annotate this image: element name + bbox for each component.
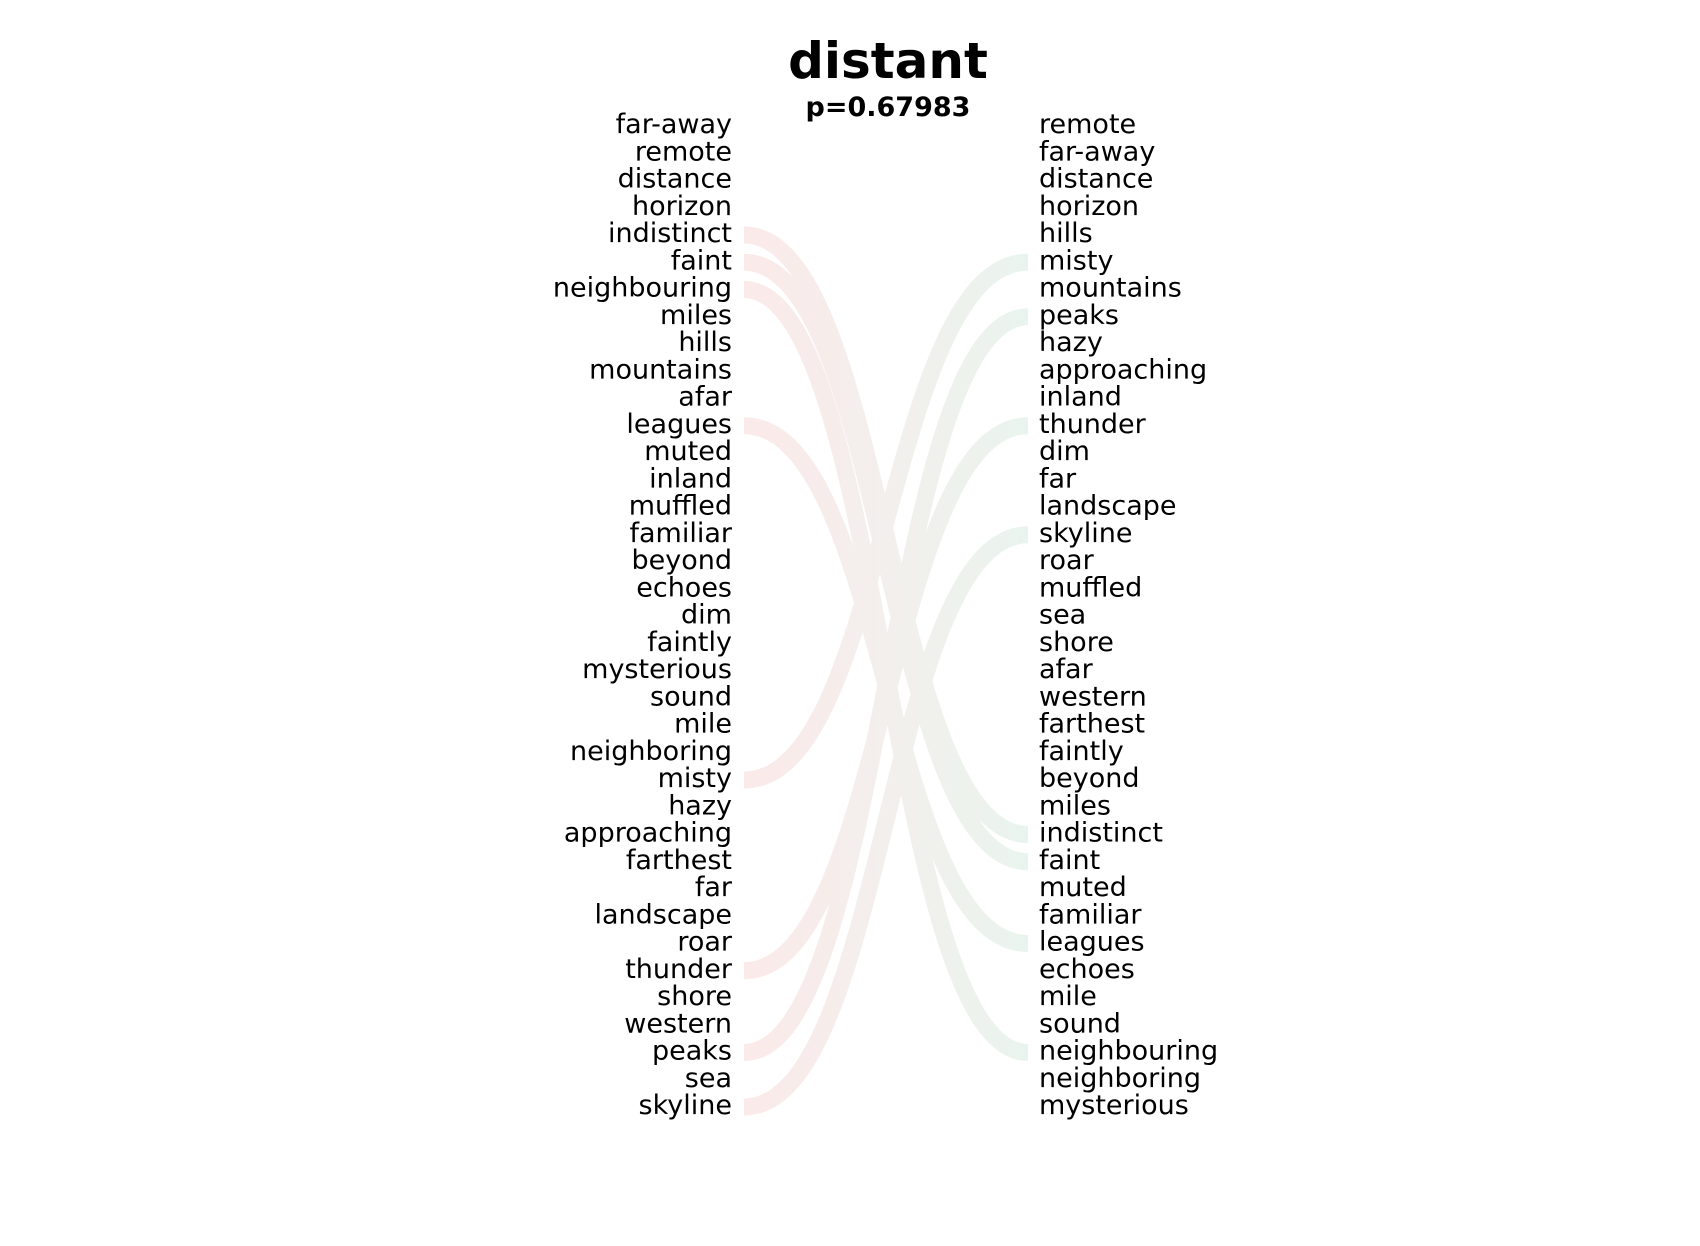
left-word-label: distance [618, 164, 732, 195]
left-word-label: misty [658, 763, 732, 794]
right-word-label: sea [1039, 600, 1086, 631]
left-word-label: inland [649, 463, 732, 494]
left-word-label: familiar [629, 518, 732, 549]
left-word-label: muffled [629, 491, 732, 522]
left-word-label: mountains [589, 354, 732, 385]
right-word-label: roar [1039, 545, 1095, 576]
left-word-label: afar [678, 382, 733, 413]
right-word-label: hills [1039, 218, 1093, 249]
left-word-label: mile [674, 709, 732, 740]
left-word-label: neighbouring [553, 273, 732, 304]
left-word-label: peaks [652, 1036, 732, 1067]
right-word-label: approaching [1039, 354, 1207, 385]
right-word-label: hazy [1039, 327, 1103, 358]
left-word-label: neighboring [570, 736, 732, 767]
right-word-label: farthest [1039, 709, 1145, 740]
rank-link-misty [743, 253, 1029, 789]
right-word-label: far-away [1039, 136, 1155, 167]
right-word-label: familiar [1039, 899, 1142, 930]
right-word-label: muted [1039, 872, 1127, 903]
left-word-label: landscape [594, 899, 732, 930]
right-word-label: afar [1039, 654, 1094, 685]
right-word-label: leagues [1039, 927, 1145, 958]
right-word-label: inland [1039, 382, 1122, 413]
left-word-label: hills [678, 327, 732, 358]
right-word-label: remote [1039, 109, 1136, 140]
left-word-label: indistinct [608, 218, 732, 249]
rank-links [743, 226, 1029, 1116]
left-word-label: sound [650, 681, 732, 712]
left-word-label: hazy [668, 790, 732, 821]
right-word-list: remotefar-awaydistancehorizonhillsmistym… [1039, 109, 1218, 1121]
left-word-label: faintly [647, 627, 732, 658]
left-word-label: far-away [616, 109, 732, 140]
left-word-label: leagues [626, 409, 732, 440]
right-word-label: distance [1039, 164, 1153, 195]
left-word-label: remote [635, 136, 732, 167]
right-word-label: western [1039, 681, 1147, 712]
chart-title: distant [788, 32, 988, 90]
right-word-label: faint [1039, 845, 1100, 876]
right-word-label: misty [1039, 245, 1113, 276]
right-word-label: muffled [1039, 572, 1142, 603]
left-word-label: mysterious [582, 654, 732, 685]
left-word-label: horizon [632, 191, 732, 222]
right-word-label: neighbouring [1039, 1036, 1218, 1067]
right-word-label: mountains [1039, 273, 1182, 304]
left-word-label: skyline [639, 1090, 732, 1121]
left-word-label: far [695, 872, 733, 903]
left-word-label: faint [671, 245, 732, 276]
right-word-label: dim [1039, 436, 1090, 467]
right-word-label: indistinct [1039, 818, 1163, 849]
left-word-label: sea [685, 1063, 732, 1094]
right-word-label: miles [1039, 790, 1111, 821]
left-word-label: shore [657, 981, 732, 1012]
right-word-label: thunder [1039, 409, 1147, 440]
left-word-label: muted [644, 436, 732, 467]
right-word-label: neighboring [1039, 1063, 1201, 1094]
rank-link-skyline [743, 526, 1029, 1116]
left-word-label: roar [677, 927, 733, 958]
right-word-label: horizon [1039, 191, 1139, 222]
rank-link-peaks [743, 308, 1029, 1061]
right-word-label: shore [1039, 627, 1114, 658]
left-word-label: beyond [632, 545, 733, 576]
left-word-label: western [624, 1008, 732, 1039]
right-word-label: mile [1039, 981, 1097, 1012]
left-word-label: dim [681, 600, 732, 631]
right-word-label: beyond [1039, 763, 1140, 794]
right-word-label: far [1039, 463, 1077, 494]
right-word-label: mysterious [1039, 1090, 1189, 1121]
left-word-label: farthest [626, 845, 732, 876]
right-word-label: landscape [1039, 491, 1177, 522]
right-word-label: sound [1039, 1008, 1121, 1039]
right-word-label: faintly [1039, 736, 1124, 767]
chart-subtitle: p=0.67983 [806, 92, 971, 123]
rank-link-faint [743, 253, 1029, 871]
right-word-label: peaks [1039, 300, 1119, 331]
right-word-label: skyline [1039, 518, 1132, 549]
left-word-label: echoes [636, 572, 732, 603]
left-word-label: thunder [625, 954, 733, 985]
left-word-label: miles [660, 300, 732, 331]
left-word-label: approaching [564, 818, 732, 849]
right-word-label: echoes [1039, 954, 1135, 985]
left-word-list: far-awayremotedistancehorizonindistinctf… [553, 109, 733, 1121]
